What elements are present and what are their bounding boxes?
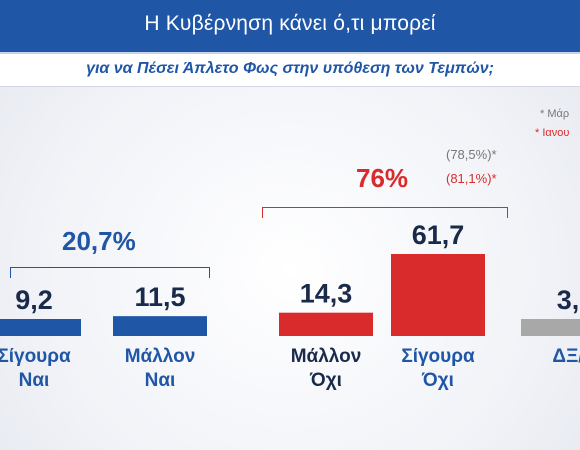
group-total-yes: 20,7% — [62, 226, 136, 256]
note-january: * Ιανου — [535, 127, 570, 139]
category-label-4-line-1: Σίγουρα — [401, 346, 475, 367]
category-label-2-line-2: Ναι — [145, 370, 176, 391]
group-total-no: 76% — [356, 163, 409, 193]
bar-1 — [0, 319, 81, 336]
value-label-5: 3, — [557, 285, 580, 315]
category-label-3-line-2: Όχι — [309, 370, 342, 391]
category-label-5-line-1: ΔΞ/ — [552, 346, 580, 367]
value-label-4: 61,7 — [412, 220, 465, 250]
bar-4 — [391, 254, 485, 336]
value-label-3: 14,3 — [300, 279, 353, 309]
category-label-3-line-1: Μάλλον — [291, 346, 362, 367]
category-label-4-line-2: Όχι — [421, 370, 454, 391]
category-label-1-line-1: Σίγουρα — [0, 346, 71, 367]
bar-2 — [113, 316, 207, 336]
previous-value-january: (81,1%)* — [446, 171, 497, 186]
bar-3 — [279, 312, 373, 336]
previous-value-march: (78,5%)* — [446, 147, 497, 162]
category-label-2-line-1: Μάλλον — [125, 346, 196, 367]
group-bracket-yes — [10, 267, 210, 278]
chart-subtitle: για να Πέσει Άπλετο Φως στην υπόθεση των… — [86, 60, 494, 77]
chart-title: Η Κυβέρνηση κάνει ό,τι μπορεί — [144, 12, 436, 35]
note-march: * Μάρ — [540, 108, 570, 120]
value-label-2: 11,5 — [134, 282, 185, 312]
title-band — [0, 0, 580, 54]
category-label-1-line-2: Ναι — [19, 370, 50, 391]
bar-5 — [521, 319, 580, 336]
group-bracket-no — [262, 207, 508, 218]
value-label-1: 9,2 — [15, 285, 53, 315]
subtitle-band — [0, 54, 580, 87]
